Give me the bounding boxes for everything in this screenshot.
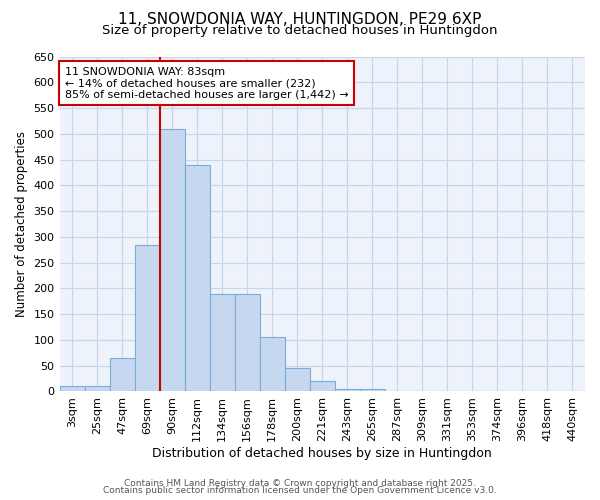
Y-axis label: Number of detached properties: Number of detached properties (15, 131, 28, 317)
Bar (310, 381, 335, 392)
Text: Size of property relative to detached houses in Huntingdon: Size of property relative to detached ho… (102, 24, 498, 37)
Bar (134, 244, 160, 392)
Bar (185, 164, 209, 392)
Text: 11 SNOWDONIA WAY: 83sqm
← 14% of detached houses are smaller (232)
85% of semi-d: 11 SNOWDONIA WAY: 83sqm ← 14% of detache… (65, 66, 349, 100)
Bar (260, 338, 285, 392)
Bar (160, 128, 185, 392)
Bar (110, 358, 134, 392)
Bar (285, 368, 310, 392)
Text: Contains public sector information licensed under the Open Government Licence v3: Contains public sector information licen… (103, 486, 497, 495)
Bar (209, 294, 235, 392)
Bar (360, 389, 385, 392)
Bar (235, 294, 260, 392)
Bar (59, 386, 85, 392)
Text: 11, SNOWDONIA WAY, HUNTINGDON, PE29 6XP: 11, SNOWDONIA WAY, HUNTINGDON, PE29 6XP (118, 12, 482, 28)
X-axis label: Distribution of detached houses by size in Huntingdon: Distribution of detached houses by size … (152, 447, 492, 460)
Bar (335, 389, 360, 392)
Bar (85, 386, 110, 392)
Text: Contains HM Land Registry data © Crown copyright and database right 2025.: Contains HM Land Registry data © Crown c… (124, 478, 476, 488)
